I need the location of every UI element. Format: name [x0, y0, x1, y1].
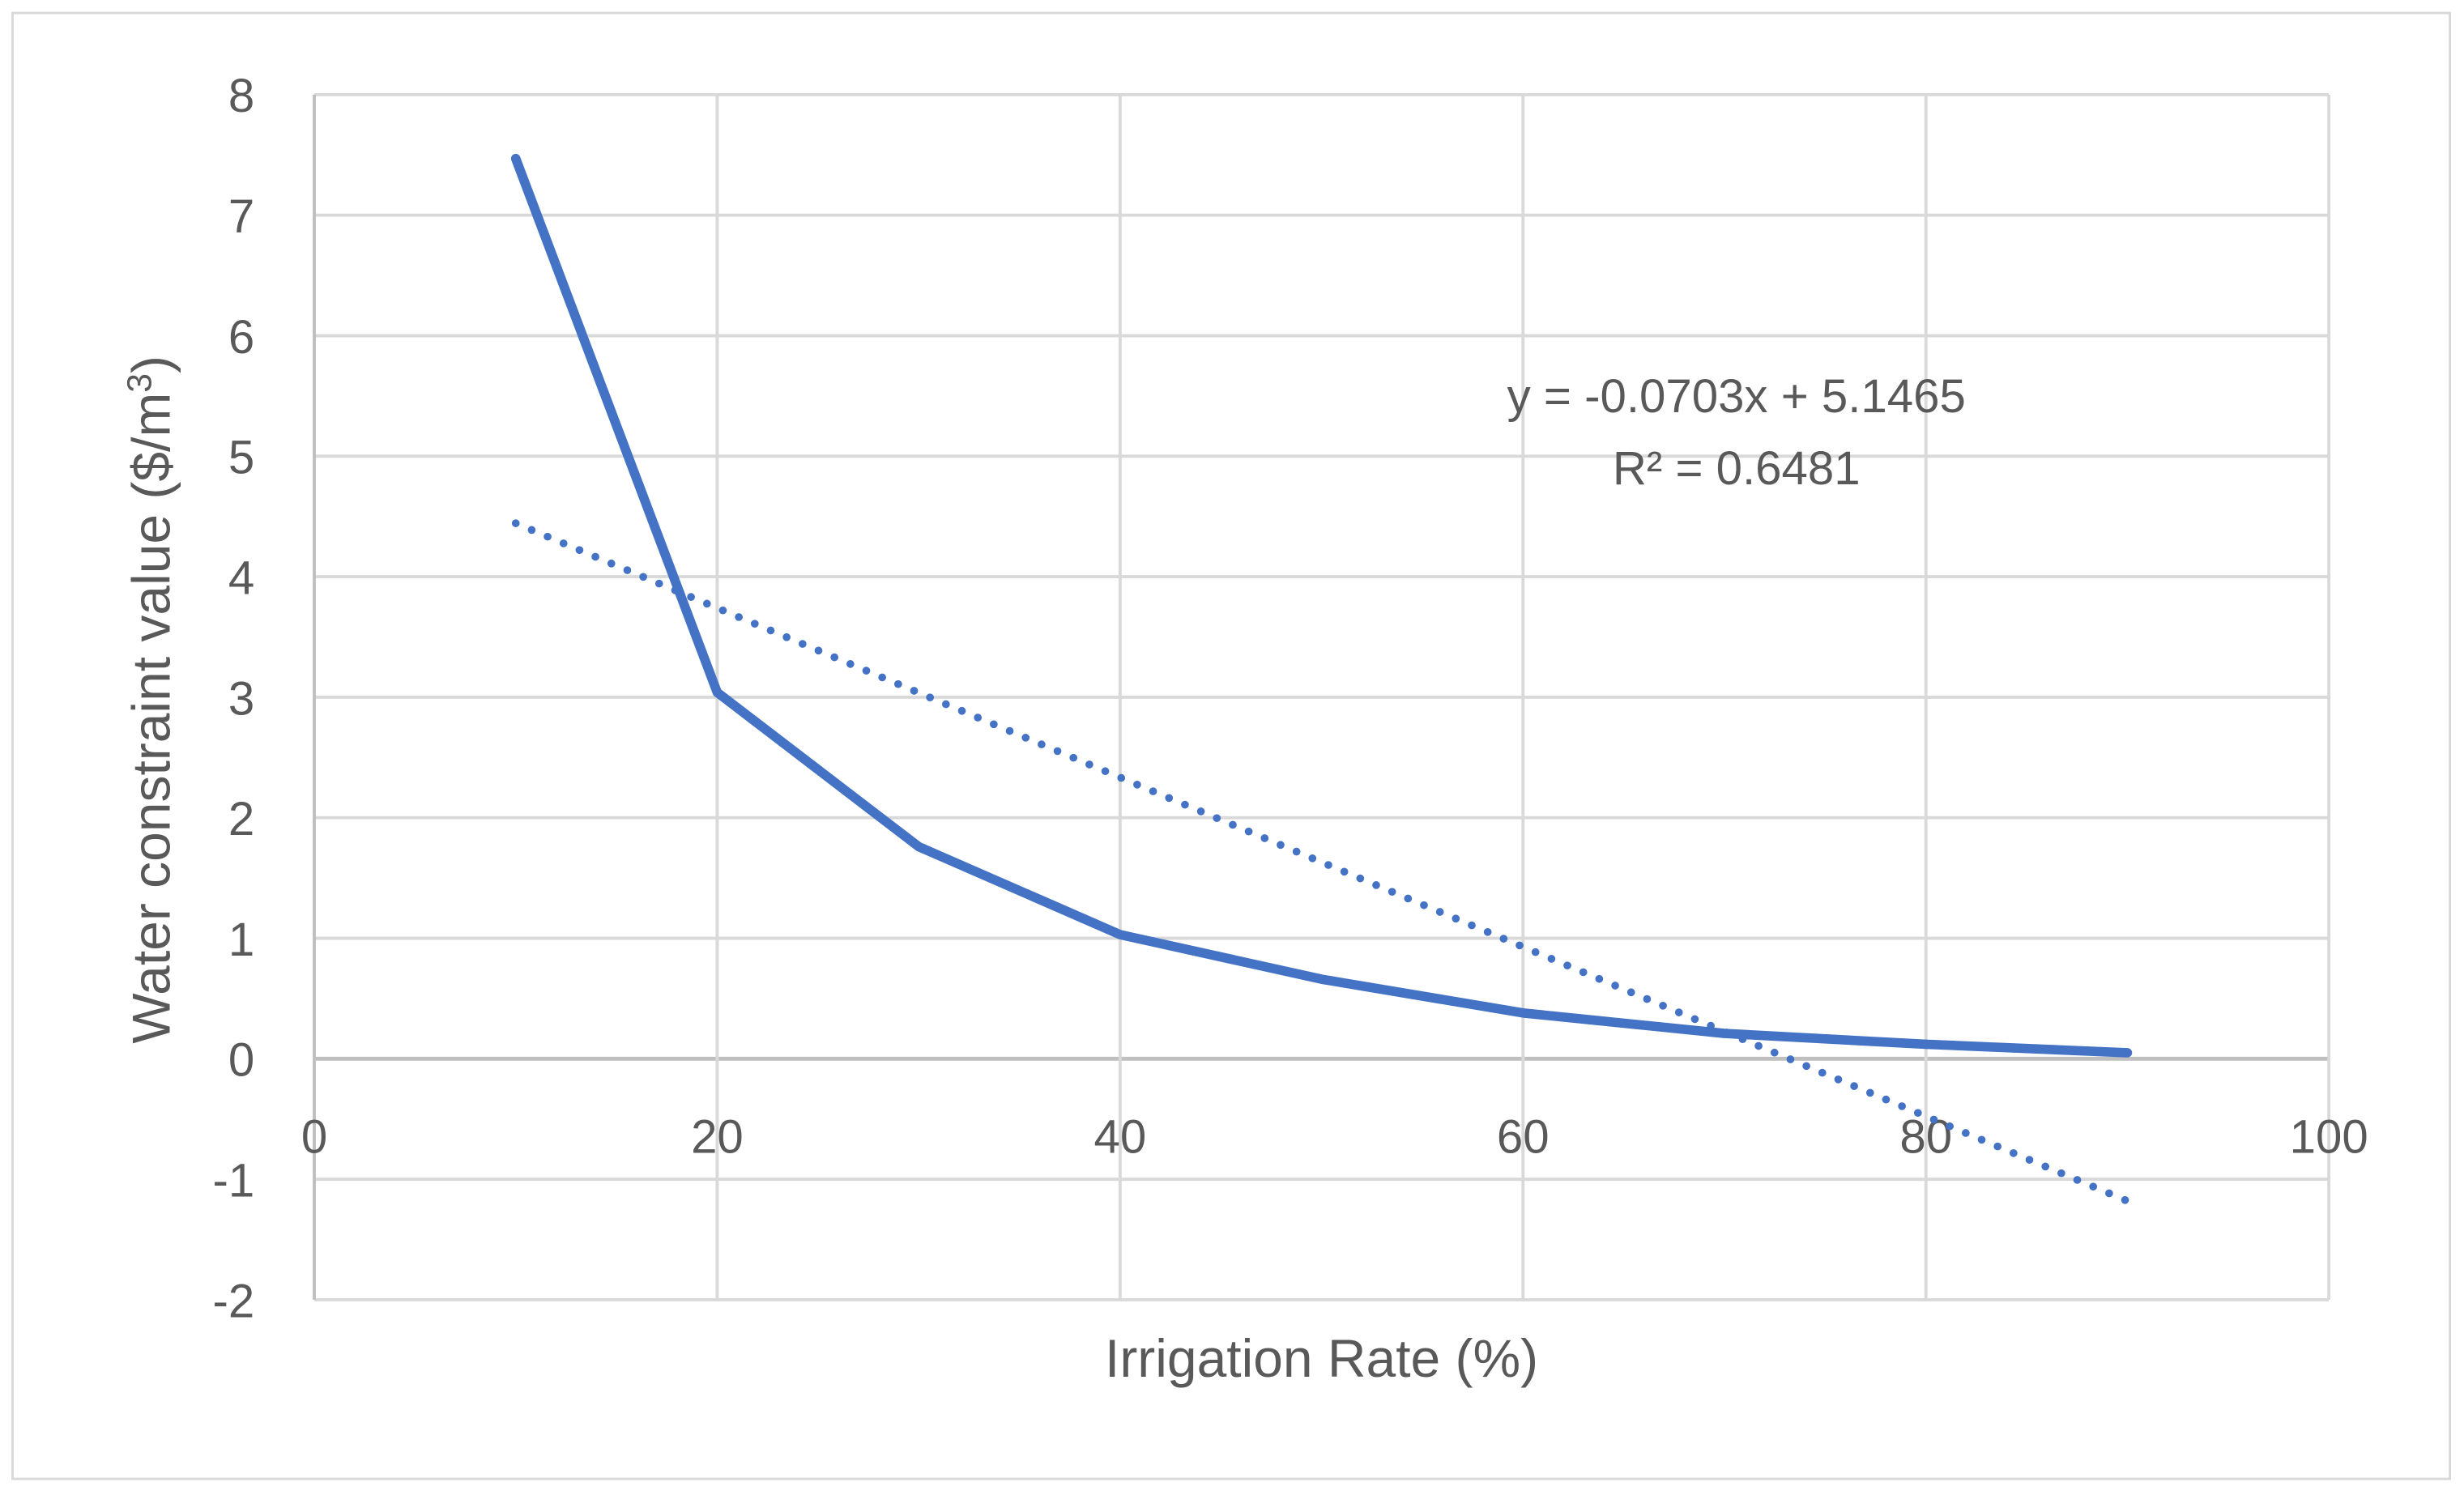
data-marks — [510, 153, 2133, 1205]
y-tick-label: 4 — [228, 552, 254, 604]
y-tick-label: 7 — [228, 190, 254, 243]
y-tick-label: 1 — [228, 914, 254, 966]
y-tick-label: 6 — [228, 311, 254, 364]
trendline-r-squared: R² = 0.6481 — [1613, 442, 1861, 495]
chart-border — [11, 11, 2451, 1480]
y-axis-title-end: ) — [121, 356, 181, 373]
y-tick-label: 8 — [228, 70, 254, 122]
x-tick-label: 60 — [1497, 1111, 1550, 1164]
x-tick-label: 100 — [2290, 1111, 2368, 1164]
y-axis-title-superscript: 3 — [120, 373, 159, 393]
trendline-equation: y = -0.0703x + 5.1465 — [1507, 370, 1966, 423]
y-axis-title-main: Water constraint value ($/m — [121, 393, 181, 1044]
y-tick-label: 0 — [228, 1034, 254, 1087]
x-tick-label: 0 — [301, 1111, 327, 1164]
y-axis-title: Water constraint value ($/m3) — [120, 356, 181, 1044]
x-tick-label: 80 — [1899, 1111, 1952, 1164]
y-tick-label: 2 — [228, 793, 254, 845]
y-tick-label: 3 — [228, 672, 254, 725]
y-tick-label: 5 — [228, 432, 254, 484]
y-tick-label: -2 — [213, 1275, 255, 1327]
trendline — [511, 519, 2132, 1205]
x-tick-label: 40 — [1094, 1111, 1147, 1164]
x-axis-title: Irrigation Rate (%) — [1105, 1328, 1538, 1388]
y-tick-label: -1 — [213, 1154, 255, 1207]
x-tick-label: 20 — [691, 1111, 744, 1164]
